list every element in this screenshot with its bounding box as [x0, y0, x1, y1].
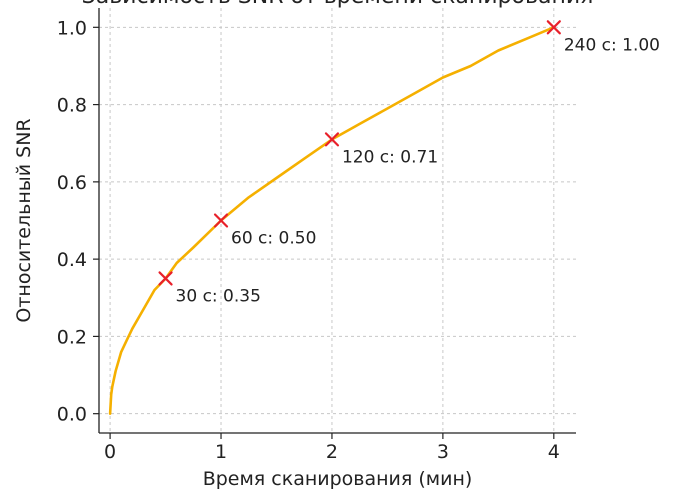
x-tick-label: 1	[215, 441, 227, 463]
y-axis-title: Относительный SNR	[13, 118, 35, 322]
data-point-label: 240 с: 1.00	[564, 35, 660, 55]
data-point-marker	[158, 271, 173, 286]
data-point-marker	[213, 213, 229, 228]
x-axis-title: Время сканирования (мин)	[203, 468, 473, 490]
data-point-label: 30 с: 0.35	[176, 286, 261, 306]
data-point-label: 60 с: 0.50	[231, 229, 316, 249]
y-tick-label: 0.4	[57, 249, 87, 271]
y-tick-label: 0.0	[57, 404, 87, 426]
y-tick-label: 0.8	[57, 95, 87, 117]
data-point-marker	[546, 20, 561, 35]
y-tick-label: 0.6	[57, 172, 87, 194]
x-tick-label: 3	[437, 441, 449, 463]
data-point-label: 120 с: 0.71	[342, 147, 438, 167]
x-tick-label: 2	[326, 441, 338, 463]
data-point-marker	[324, 132, 340, 147]
y-tick-label: 0.2	[57, 326, 87, 348]
x-tick-label: 4	[548, 441, 560, 463]
y-tick-label: 1.0	[57, 17, 87, 39]
x-tick-label: 0	[104, 441, 116, 463]
chart-title: Зависимость SNR от времени сканирования	[0, 0, 675, 9]
